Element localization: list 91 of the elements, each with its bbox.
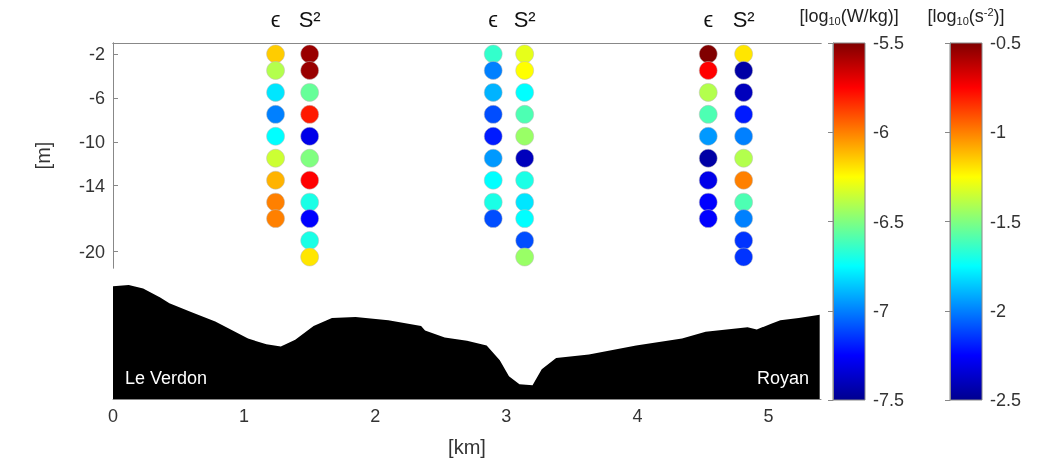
point	[515, 61, 534, 80]
point	[515, 127, 534, 146]
x-tick-label: 5	[763, 406, 774, 426]
point	[699, 44, 718, 64]
point	[483, 170, 503, 190]
text: ϵ	[703, 6, 714, 32]
point	[300, 127, 319, 146]
point	[483, 44, 503, 64]
point	[734, 192, 753, 212]
y-tick-label: -10	[78, 131, 105, 152]
point	[515, 209, 534, 228]
point	[734, 247, 753, 267]
point	[699, 83, 718, 102]
x-axis-title: [km]	[448, 436, 486, 458]
point	[734, 83, 753, 102]
point	[483, 149, 503, 168]
point	[515, 247, 534, 267]
point	[734, 127, 753, 146]
point	[515, 44, 534, 64]
point	[300, 105, 319, 124]
point	[515, 83, 534, 102]
y-tick-label: -6	[88, 87, 105, 108]
point	[483, 61, 503, 80]
y-tick-label: -14	[78, 175, 105, 196]
annotation: Le Verdon	[125, 368, 208, 388]
color-bar-label: -0.5	[990, 33, 1022, 53]
point	[699, 61, 718, 80]
y-axis-title: [m]	[32, 141, 54, 170]
x-tick-label: 2	[370, 406, 381, 426]
annotation: Royan	[756, 368, 809, 388]
point	[734, 209, 753, 228]
color-bar-label: -6	[873, 122, 890, 143]
point	[266, 209, 285, 228]
color-bar-label: -2	[990, 300, 1007, 321]
point	[266, 83, 285, 102]
point	[300, 231, 319, 250]
point	[515, 192, 534, 212]
point	[300, 83, 319, 102]
x-tick-label: 0	[107, 406, 119, 426]
x-tick-label: 3	[501, 406, 512, 426]
point	[483, 209, 503, 228]
point	[300, 247, 319, 267]
point	[699, 209, 718, 228]
color-bar-label: -7.5	[873, 390, 905, 410]
y-tick-label: -2	[88, 43, 105, 64]
color-bar-label: -5.5	[873, 33, 905, 53]
color-bar-label: -1	[990, 122, 1007, 143]
text: ϵ	[270, 6, 281, 32]
point	[734, 231, 753, 250]
x-tick-label: 1	[239, 406, 250, 426]
point	[266, 44, 285, 64]
point	[515, 170, 534, 190]
color-bar-label: -1.5	[990, 211, 1022, 232]
text: S²	[732, 6, 755, 32]
point	[266, 127, 285, 146]
point	[734, 61, 753, 80]
point	[266, 105, 285, 124]
point	[734, 170, 753, 190]
point	[300, 209, 319, 228]
point	[266, 149, 285, 168]
point	[734, 149, 753, 168]
point	[699, 170, 718, 190]
point	[515, 149, 534, 168]
point	[734, 105, 753, 124]
point	[300, 44, 319, 64]
color-bar-label: -6.5	[873, 211, 905, 232]
color-bar-label: -2.5	[990, 390, 1022, 410]
point	[699, 105, 718, 124]
point	[515, 105, 534, 124]
point	[300, 170, 319, 190]
point	[300, 192, 319, 212]
series-label: ϵ	[488, 6, 499, 32]
x-tick-label: 4	[632, 406, 643, 426]
point	[300, 149, 319, 168]
point	[483, 192, 503, 212]
text: S²	[513, 6, 536, 32]
series-label: S²	[298, 6, 321, 32]
point	[483, 105, 503, 124]
point	[699, 127, 718, 146]
point	[734, 44, 753, 64]
point	[266, 170, 285, 190]
y-tick-label: -20	[78, 241, 105, 262]
point	[515, 231, 534, 250]
point	[266, 192, 285, 212]
point	[266, 61, 285, 80]
point	[483, 127, 503, 146]
point	[699, 149, 718, 168]
point	[483, 83, 503, 102]
color-bar-label: -7	[873, 300, 890, 321]
point	[300, 61, 319, 80]
point	[699, 192, 718, 212]
